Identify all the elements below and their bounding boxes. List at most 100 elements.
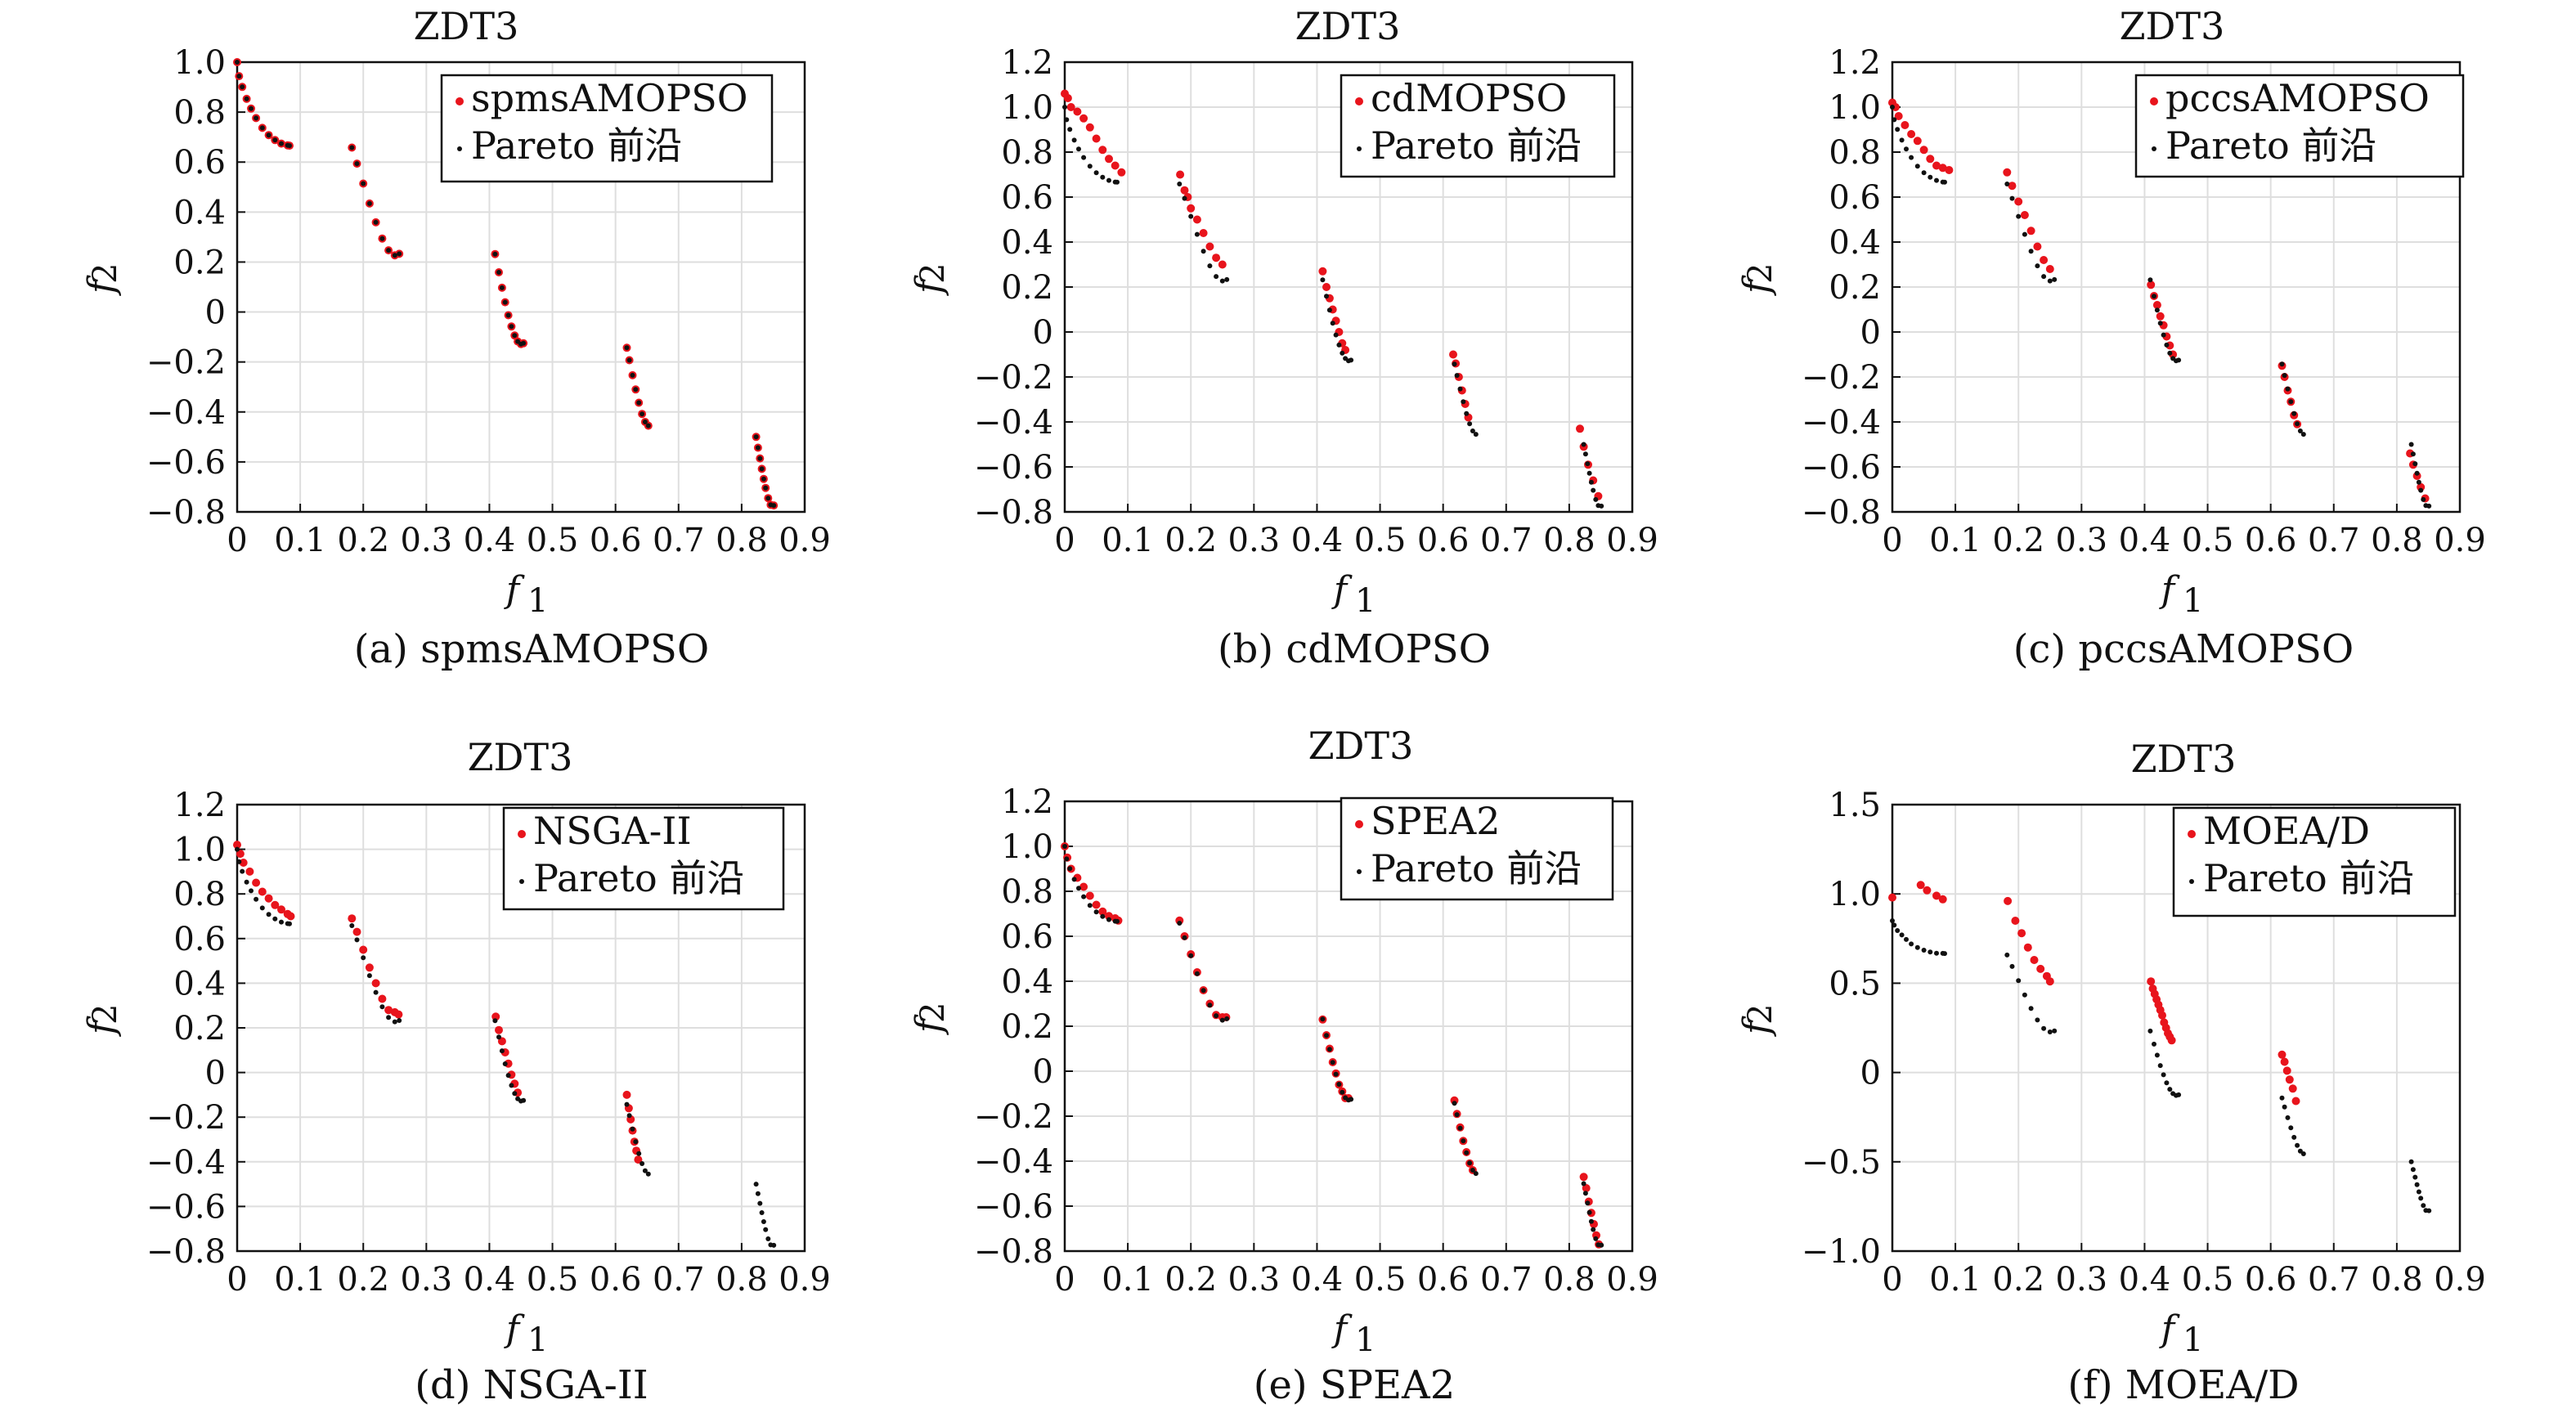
data-point-pareto [2285,386,2291,392]
x-tick-label: 0.2 [1992,1261,2044,1299]
data-point-pareto [1581,442,1586,447]
x-tick-label: 0.4 [1291,1261,1344,1299]
data-point-algorithm [359,945,368,954]
y-tick-label: −0.6 [974,1188,1053,1226]
data-point-pareto [761,476,766,482]
x-tick-label: 0.3 [2056,1261,2108,1299]
data-point-pareto [1904,146,1909,152]
data-point-algorithm [352,927,361,936]
data-point-pareto [502,1061,508,1066]
data-point-algorithm [1098,907,1107,916]
data-point-algorithm [371,979,380,988]
data-point-pareto [1899,137,1905,143]
y-tick-label: −0.4 [146,1144,226,1182]
data-point-pareto [1324,294,1329,299]
data-point-pareto [636,400,642,406]
y-tick-label: 0.8 [173,94,226,132]
x-tick-label: 0 [227,522,247,559]
data-point-pareto [1182,195,1187,201]
legend-marker [2189,879,2194,884]
data-point-algorithm [2036,964,2045,973]
legend-marker [518,830,526,838]
data-point-pareto [2297,1148,2303,1154]
data-point-algorithm [1449,350,1457,359]
data-point-pareto [1899,932,1905,938]
data-point-pareto [1591,487,1596,493]
data-point-algorithm [1180,186,1189,195]
data-point-pareto [1599,503,1604,509]
y-tick-label: 0.6 [173,921,226,958]
data-point-algorithm [2003,168,2012,177]
data-point-pareto [349,923,355,928]
data-point-algorithm [252,878,261,887]
data-point-pareto [2418,487,2424,493]
x-axis-label: f [1331,1308,1353,1350]
data-point-algorithm [1919,146,1928,155]
x-axis-label-subscript: 1 [527,1321,548,1359]
data-point-pareto [763,485,769,491]
data-point-pareto [1188,213,1194,219]
data-point-algorithm [1218,260,1227,269]
data-point-algorithm [1205,242,1214,251]
x-tick-label: 0.1 [274,1261,326,1299]
chart-panel-2: 0 0.1 0.2 0.3 0.4 0.5 0.6 0.7 0.8 0.9 −0.8 −0.6 −0.4… [909,4,1658,672]
data-point-pareto [259,125,265,131]
data-point-pareto [1106,177,1111,183]
x-tick-label: 0 [227,1261,247,1299]
data-point-pareto [640,411,645,417]
data-point-pareto [1330,321,1335,326]
data-point-pareto [1207,1003,1213,1008]
x-axis-label: f [504,569,525,611]
y-tick-label: −0.2 [974,1098,1053,1136]
data-point-pareto [2052,276,2058,282]
data-point-algorithm [1079,882,1088,891]
x-tick-label: 0.8 [2371,522,2423,559]
data-point-pareto [392,1019,397,1025]
y-tick-label: 0.2 [1001,269,1053,307]
data-point-algorithm [2147,280,2156,289]
data-point-pareto [1452,361,1457,367]
data-point-pareto [1071,137,1077,143]
data-point-pareto [2004,182,2010,186]
x-tick-label: 0.9 [779,1261,831,1299]
y-axis-label-subscript: 2 [87,263,124,284]
x-tick-label: 0.7 [2308,1261,2360,1299]
legend-box [502,806,785,911]
data-point-algorithm [2004,896,2013,905]
data-point-pareto [249,888,254,894]
data-point-algorithm [2147,977,2156,986]
data-point-pareto [2291,1134,2297,1140]
data-point-pareto [236,859,242,864]
y-tick-label: 0.2 [173,244,226,281]
data-point-pareto [509,1083,514,1088]
legend-marker [457,146,462,151]
x-axis-label-subscript: 1 [2183,1321,2203,1359]
y-tick-label: −0.8 [1802,494,1881,532]
data-point-pareto [266,912,272,917]
data-point-pareto [492,251,498,257]
data-point-pareto [1326,1047,1332,1052]
x-tick-label: 0.3 [401,522,453,559]
data-point-pareto [1349,357,1354,363]
data-point-algorithm [2288,1084,2297,1093]
data-point-pareto [755,445,761,451]
data-point-pareto [630,1126,635,1132]
y-tick-label: −0.4 [146,394,226,432]
y-tick-label: 0.2 [1829,269,1881,307]
data-point-algorithm [2167,1036,2176,1045]
data-point-pareto [2009,963,2015,969]
data-point-pareto [502,299,508,305]
data-point-pareto [1593,496,1599,502]
data-point-algorithm [1176,170,1185,179]
data-point-algorithm [1322,283,1331,291]
data-point-pareto [1115,179,1120,185]
y-tick-label: 0.6 [1001,918,1053,956]
data-point-algorithm [277,905,285,914]
y-tick-label: 0.8 [1829,134,1881,172]
y-tick-label: 1.0 [1829,876,1881,913]
y-tick-label: −0.4 [974,1143,1053,1181]
x-axis-label-subscript: 1 [2183,582,2203,620]
data-point-pareto [1194,231,1200,237]
